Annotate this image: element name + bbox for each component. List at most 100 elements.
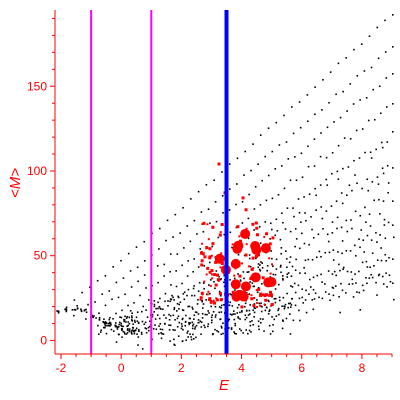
data-point <box>174 318 176 321</box>
data-point <box>282 277 284 280</box>
highlight-point <box>245 243 248 246</box>
data-point <box>345 249 348 252</box>
data-point <box>220 333 223 336</box>
data-point <box>173 308 176 311</box>
data-point <box>356 182 358 185</box>
data-point <box>269 238 271 240</box>
data-point <box>148 325 151 328</box>
x-tick-label: -2 <box>56 361 67 375</box>
data-point <box>168 324 170 326</box>
data-point <box>384 253 387 256</box>
highlight-point <box>244 253 248 257</box>
data-point <box>346 110 348 112</box>
data-point <box>261 282 263 285</box>
highlight-point <box>238 282 241 285</box>
data-point <box>131 329 134 331</box>
data-point <box>115 325 117 328</box>
data-point <box>207 325 209 328</box>
data-point <box>382 172 385 175</box>
data-point <box>317 233 320 236</box>
data-point <box>264 221 267 223</box>
data-point <box>282 296 285 299</box>
data-point <box>311 259 314 261</box>
data-point <box>341 202 344 205</box>
data-point <box>197 299 199 301</box>
data-point <box>158 305 161 308</box>
data-point <box>290 304 293 306</box>
data-point <box>304 259 307 262</box>
data-point <box>381 167 384 170</box>
data-point <box>232 313 235 315</box>
data-point <box>120 327 123 330</box>
data-point <box>275 297 277 300</box>
data-point <box>254 307 257 310</box>
data-point <box>304 272 306 275</box>
data-point <box>282 279 284 281</box>
data-point <box>284 228 287 230</box>
data-point <box>170 284 172 286</box>
data-point <box>340 226 343 229</box>
data-point <box>142 305 145 308</box>
highlight-point <box>264 298 268 302</box>
data-point <box>261 305 263 308</box>
data-point <box>304 212 306 214</box>
data-point <box>203 265 206 267</box>
highlight-point <box>199 298 202 301</box>
data-point <box>385 77 388 79</box>
data-point <box>316 274 319 277</box>
highlight-point <box>270 293 274 297</box>
data-point <box>84 308 86 311</box>
highlight-point <box>219 231 222 234</box>
data-point <box>193 258 196 260</box>
data-point <box>376 176 379 178</box>
data-point <box>65 306 68 309</box>
highlight-point <box>214 260 218 264</box>
data-point <box>163 314 165 316</box>
highlight-point <box>231 291 242 302</box>
data-point <box>211 314 214 317</box>
data-point <box>247 314 250 316</box>
data-point <box>191 306 193 309</box>
data-point <box>81 291 83 294</box>
data-point <box>235 203 237 206</box>
data-point <box>389 280 392 283</box>
data-point <box>240 329 243 332</box>
data-point <box>343 137 346 139</box>
data-point <box>290 275 293 278</box>
data-point <box>314 86 316 88</box>
data-point <box>237 253 240 256</box>
data-point <box>234 289 236 291</box>
data-point <box>176 253 179 255</box>
highlight-point <box>220 223 224 227</box>
data-point <box>200 333 202 336</box>
data-point <box>241 309 243 312</box>
data-point <box>218 311 221 314</box>
data-point <box>276 230 279 232</box>
data-point <box>155 328 158 331</box>
data-point <box>107 324 110 327</box>
data-point <box>243 174 245 176</box>
data-point <box>121 309 123 312</box>
data-point <box>282 275 284 277</box>
highlight-point <box>251 244 262 255</box>
data-point <box>124 315 126 318</box>
data-point <box>230 293 233 296</box>
data-point <box>145 309 147 311</box>
data-point <box>220 327 223 329</box>
data-point <box>228 318 231 321</box>
data-point <box>215 220 218 223</box>
data-point <box>178 303 181 306</box>
data-point <box>298 247 301 250</box>
data-point <box>392 200 394 202</box>
data-point <box>261 267 264 269</box>
highlight-point <box>216 273 220 277</box>
highlight-point <box>231 243 234 246</box>
data-point <box>133 319 136 322</box>
data-point <box>188 323 190 326</box>
data-point <box>194 311 197 313</box>
data-point <box>366 282 368 285</box>
highlight-point <box>200 263 204 267</box>
highlight-point <box>201 242 204 245</box>
data-point <box>346 194 348 196</box>
data-point <box>282 221 284 224</box>
